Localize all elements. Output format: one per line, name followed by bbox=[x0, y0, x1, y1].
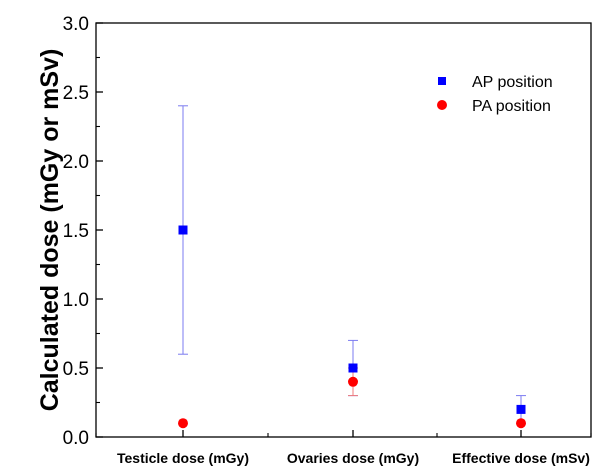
data-point-circle bbox=[516, 418, 526, 429]
legend-label: PA position bbox=[472, 98, 551, 115]
legend-marker-circle bbox=[437, 100, 447, 110]
x-category-label: Effective dose (mSv) bbox=[452, 450, 590, 466]
legend-label: AP position bbox=[472, 74, 553, 91]
y-tick-labels: 0.0 0.5 1.0 1.5 2.0 2.5 3.0 bbox=[63, 14, 89, 449]
data-point-square bbox=[178, 225, 188, 235]
legend: AP position PA position bbox=[437, 74, 553, 115]
y-tick-label: 0.5 bbox=[63, 359, 89, 380]
y-tick-label: 1.5 bbox=[63, 221, 89, 242]
y-tick-label: 0.0 bbox=[63, 428, 89, 449]
plot-frame bbox=[95, 22, 592, 438]
data-points bbox=[178, 225, 526, 429]
data-point-circle bbox=[348, 376, 358, 387]
y-tick-label: 1.0 bbox=[63, 290, 89, 311]
y-ticks bbox=[96, 22, 103, 438]
data-point-circle bbox=[178, 418, 188, 429]
y-axis-title: Calculated dose (mGy or mSv) bbox=[36, 49, 64, 412]
data-point-square bbox=[348, 363, 358, 373]
x-category-label: Ovaries dose (mGy) bbox=[287, 450, 419, 466]
error-bars bbox=[178, 105, 526, 424]
y-tick-label: 2.0 bbox=[63, 152, 89, 173]
x-category-labels: Testicle dose (mGy) Ovaries dose (mGy) Eff… bbox=[117, 450, 590, 466]
legend-item: AP position bbox=[438, 74, 553, 91]
data-point-square bbox=[516, 404, 526, 414]
legend-marker-square bbox=[438, 77, 446, 85]
x-ticks bbox=[95, 430, 592, 437]
y-tick-label: 3.0 bbox=[63, 14, 89, 35]
legend-item: PA position bbox=[437, 98, 551, 115]
x-category-label: Testicle dose (mGy) bbox=[117, 450, 249, 466]
y-tick-label: 2.5 bbox=[63, 83, 89, 104]
